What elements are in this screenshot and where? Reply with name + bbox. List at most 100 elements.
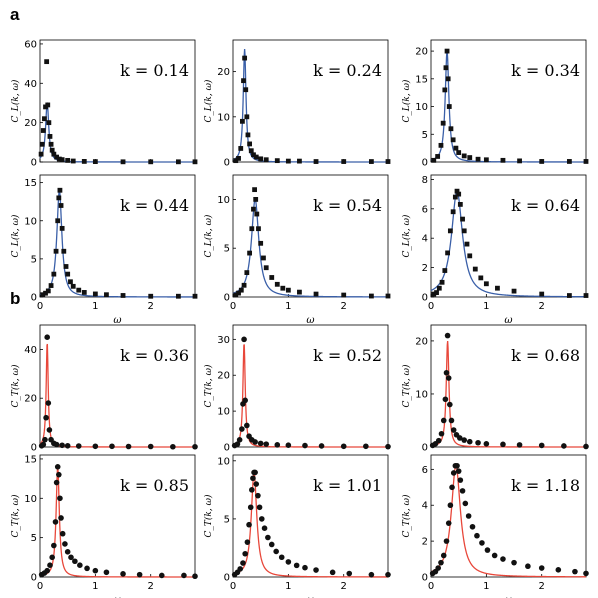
data-point	[236, 290, 241, 296]
fit-curve	[232, 198, 388, 298]
data-point	[46, 120, 52, 126]
data-point	[461, 228, 467, 234]
data-point	[57, 187, 63, 193]
data-point	[238, 287, 244, 293]
panel-a-label: a	[10, 5, 20, 24]
data-point	[444, 332, 451, 339]
data-point	[500, 157, 506, 163]
data-point	[443, 369, 450, 376]
data-point	[64, 442, 71, 449]
plot-b5: 0 5 10 0 1 2 C_T(k, ω) ω k = 1.01	[203, 454, 391, 598]
data-point	[435, 565, 441, 571]
data-point	[385, 293, 391, 299]
data-point	[136, 571, 143, 578]
x-tick-label: 1	[285, 581, 291, 592]
y-tick-label: 0	[31, 443, 37, 454]
data-point	[54, 464, 61, 470]
y-tick-label: 2	[422, 263, 428, 274]
data-point	[500, 556, 506, 562]
data-point	[75, 443, 82, 449]
data-point	[434, 290, 439, 295]
data-point	[72, 558, 78, 565]
data-point	[234, 441, 241, 447]
data-point	[59, 530, 66, 537]
data-point	[461, 153, 467, 159]
x-tick-label: 1	[483, 581, 489, 592]
data-point	[539, 291, 545, 297]
axes-frame	[430, 454, 587, 578]
data-point	[261, 255, 266, 261]
k-value-label: k = 1.18	[511, 476, 580, 495]
data-point	[466, 438, 473, 445]
data-point	[583, 293, 589, 298]
k-value-label: k = 0.14	[120, 61, 189, 80]
data-point	[240, 560, 246, 566]
data-point	[385, 571, 391, 578]
plot-a3: 0 5 10 15 20 C_L(k, ω) k = 0.34	[401, 39, 589, 169]
data-point	[263, 157, 269, 163]
y-tick-label: 20	[217, 67, 230, 78]
data-point	[341, 159, 347, 164]
data-point	[243, 87, 249, 93]
data-point	[242, 397, 248, 404]
data-point	[248, 148, 254, 154]
y-tick-label: 0	[224, 293, 230, 304]
data-point	[51, 151, 57, 157]
x-tick-label: 2	[148, 581, 154, 592]
data-point	[70, 283, 76, 289]
plot-a5: 0 5 10 0 1 2 C_L(k, ω) ω k = 0.54	[203, 174, 391, 326]
data-point	[43, 290, 48, 296]
data-point	[435, 154, 441, 159]
data-point	[65, 158, 71, 163]
data-point	[555, 567, 562, 573]
data-point	[474, 532, 480, 539]
data-point	[240, 118, 245, 124]
data-point	[446, 104, 452, 109]
y-tick-label: 15	[24, 454, 37, 465]
fit-curve	[39, 102, 195, 163]
fit-curve	[232, 470, 388, 578]
fit-curve	[39, 467, 195, 578]
data-point	[445, 375, 452, 381]
data-point	[368, 571, 375, 578]
k-value-label: k = 0.68	[511, 346, 580, 365]
data-point	[251, 206, 256, 212]
data-point	[81, 290, 87, 295]
y-tick-label: 0	[224, 573, 230, 584]
x-tick-label: 2	[539, 301, 545, 312]
y-axis-label: C_T(k, ω)	[401, 364, 412, 407]
data-point	[244, 539, 251, 545]
data-point	[42, 116, 47, 122]
x-tick-label: 2	[539, 581, 545, 592]
y-axis-label: C_L(k, ω)	[10, 214, 21, 257]
data-point	[252, 187, 257, 193]
data-point	[252, 469, 258, 476]
y-axis-label: C_T(k, ω)	[10, 494, 21, 537]
y-tick-label: 60	[24, 39, 37, 50]
data-point	[454, 188, 460, 194]
data-point	[500, 441, 506, 448]
fit-curve	[430, 49, 586, 163]
data-point	[242, 55, 248, 61]
data-point	[65, 271, 71, 277]
data-point	[245, 132, 251, 138]
data-point	[438, 430, 445, 437]
data-point	[318, 443, 325, 449]
data-point	[483, 441, 490, 447]
data-point	[40, 292, 46, 298]
data-point	[539, 159, 545, 164]
data-point	[192, 159, 198, 165]
data-point	[125, 443, 132, 450]
panel-b-label: b	[10, 289, 20, 308]
y-tick-label: 20	[415, 336, 428, 347]
data-point	[76, 287, 82, 293]
data-point	[472, 266, 478, 272]
data-point	[237, 566, 243, 572]
data-point	[566, 159, 572, 164]
data-point	[445, 520, 452, 526]
fit-curve	[430, 464, 586, 578]
axes-frame	[232, 324, 389, 448]
data-point	[45, 102, 51, 108]
data-point	[265, 534, 271, 541]
data-point	[252, 439, 258, 445]
